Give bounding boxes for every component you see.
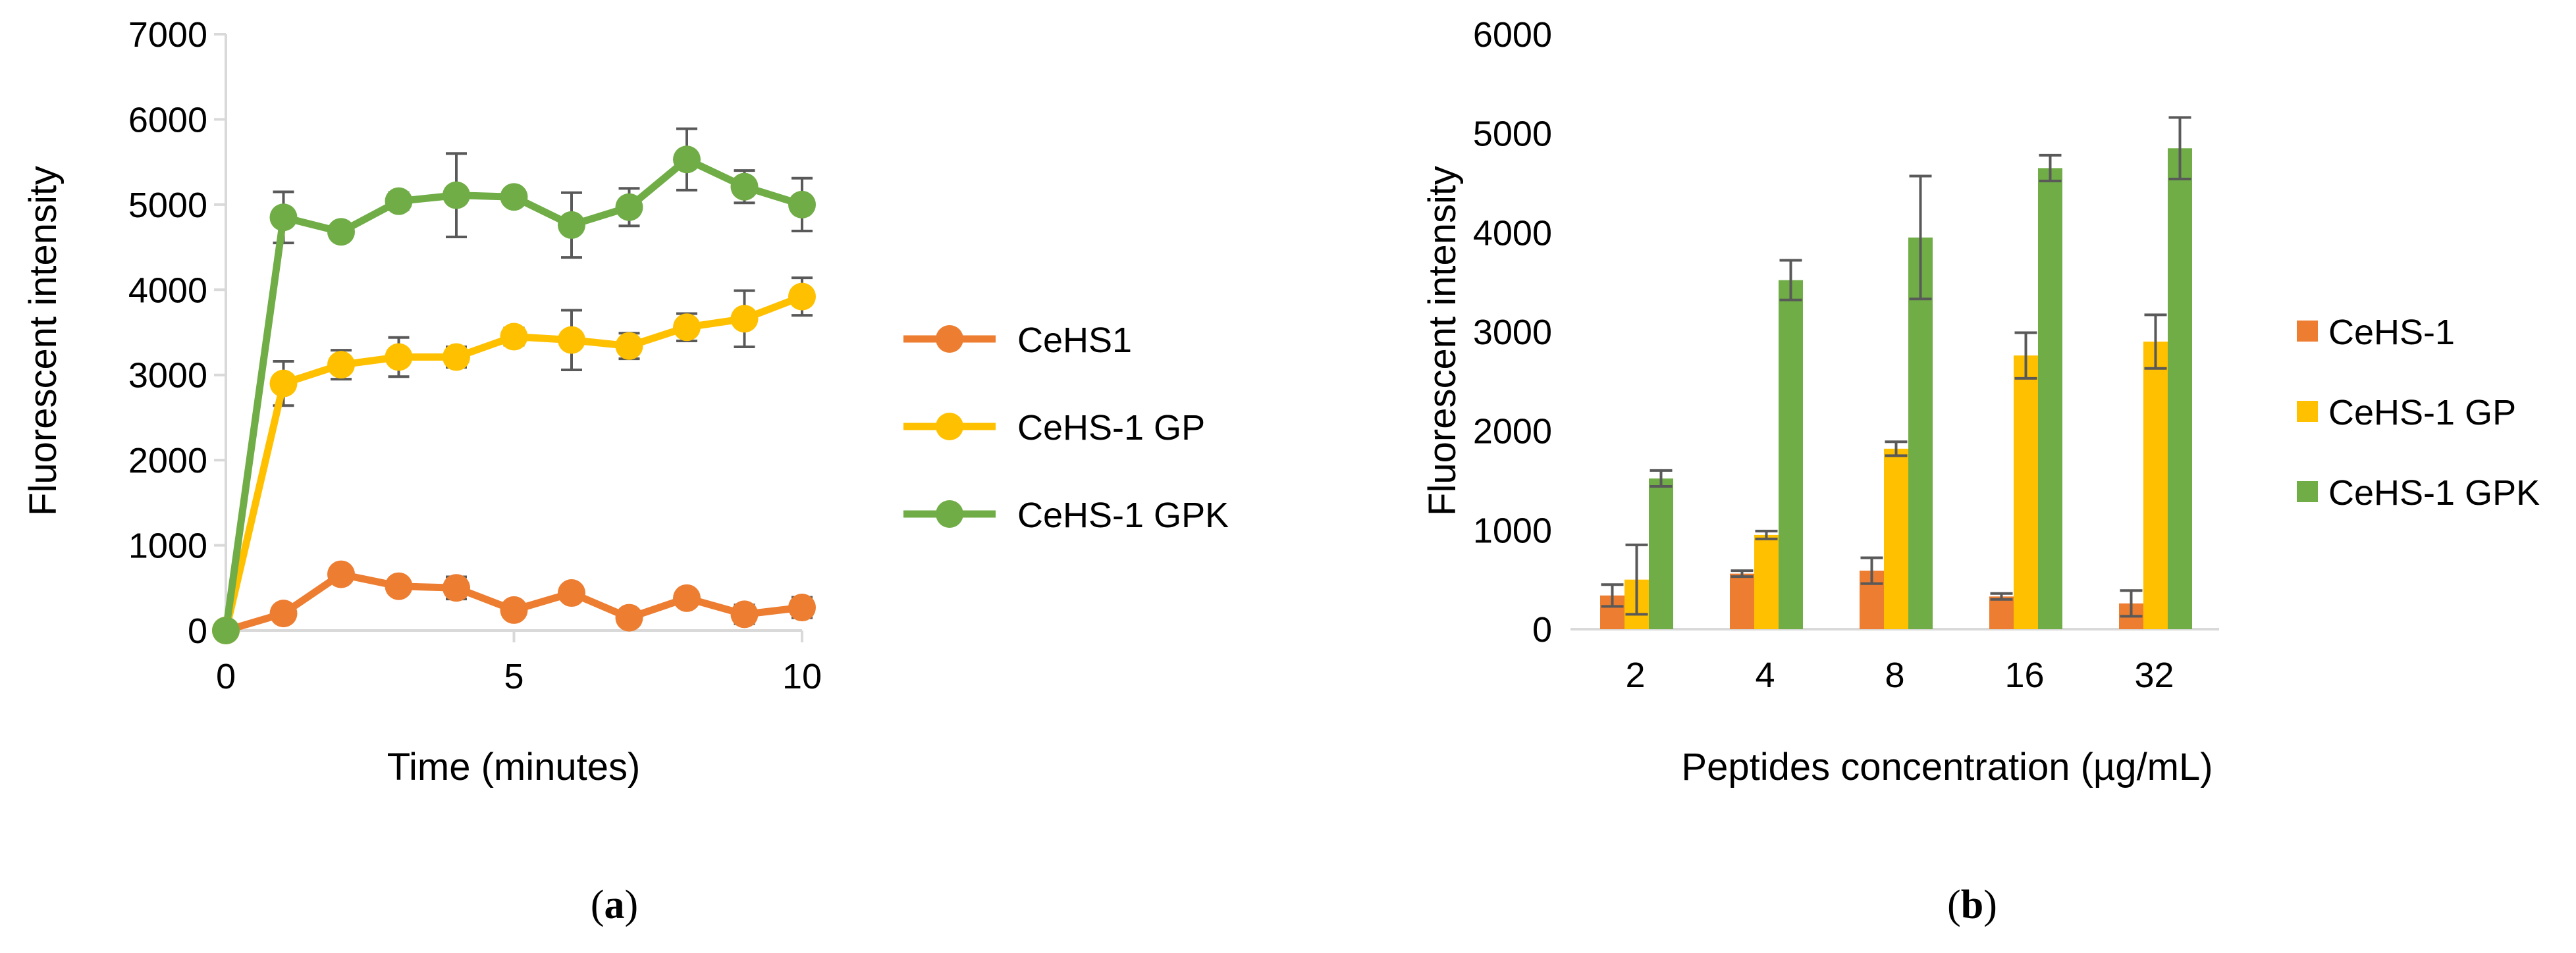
panel-a-y-tick-label: 5000 (128, 186, 207, 225)
data-point (673, 145, 701, 174)
bar (2168, 148, 2192, 629)
panel-b-x-tick-label: 16 (2004, 656, 2044, 695)
data-point (327, 560, 355, 588)
legend-swatch (2297, 481, 2318, 502)
bar (1884, 448, 1908, 629)
legend-label: CeHS-1 GP (2328, 393, 2516, 432)
legend-marker (936, 500, 963, 528)
data-point (673, 313, 701, 342)
data-point (615, 332, 643, 360)
data-point (730, 600, 759, 629)
panel-a-x-tick-label: 5 (504, 657, 523, 696)
panel-a-y-tick-label: 3000 (128, 356, 207, 396)
data-point (327, 351, 355, 379)
panel-a-x-tick-label: 0 (216, 657, 236, 696)
panel-a-x-tick-label: 10 (782, 657, 822, 696)
data-point (269, 369, 298, 398)
data-point (788, 594, 816, 622)
data-point (500, 183, 528, 211)
panel-b-y-tick-label: 0 (1532, 610, 1552, 650)
bar (1779, 280, 1803, 629)
panel-b-caption: (b) (1947, 883, 1997, 927)
data-point (500, 596, 528, 624)
bar (2014, 355, 2038, 629)
panel-a-y-tick-label: 2000 (128, 441, 207, 480)
bar (2143, 342, 2168, 629)
series-line (222, 155, 803, 631)
data-point (558, 211, 585, 239)
legend-label: CeHS-1 GPK (1017, 496, 1229, 535)
panel-b-ylabel: Fluorescent intensity (1421, 166, 1464, 516)
panel-a-y-tick-label: 7000 (128, 15, 207, 55)
panel-a-y-tick-label: 1000 (128, 527, 207, 566)
panel-b-y-tick-label: 4000 (1473, 213, 1552, 253)
panel-a-ylabel: Fluorescent intensity (22, 166, 65, 516)
legend-swatch (2297, 321, 2318, 342)
bar (1649, 478, 1673, 629)
panel-b-bars (1600, 148, 2192, 629)
data-point (443, 343, 470, 371)
panel-a-y-tick-label: 4000 (128, 270, 207, 310)
data-point (327, 218, 355, 246)
panel-b-y-tick-label: 3000 (1473, 313, 1552, 352)
panel-b-x-tick-label: 2 (1625, 656, 1645, 695)
bar (1908, 237, 1933, 629)
data-point (443, 574, 470, 602)
data-point (443, 181, 470, 209)
data-point (269, 600, 298, 628)
data-point (730, 172, 759, 201)
data-point (385, 187, 413, 215)
data-point (269, 203, 298, 232)
panel-b-xlabel: Peptides concentration (µg/mL) (1681, 746, 2213, 788)
bar (2038, 168, 2062, 629)
data-point (385, 343, 413, 371)
legend-marker (936, 325, 963, 353)
panel-b-y-tick-label: 6000 (1473, 15, 1552, 55)
data-point (558, 326, 585, 354)
data-point (615, 193, 643, 221)
panel-b-x-tick-label: 8 (1885, 656, 1904, 695)
panel-b-legend: CeHS-1 CeHS-1 GP CeHS-1 GPK (2297, 313, 2540, 513)
panel-b-y-tick-label: 2000 (1473, 412, 1552, 451)
panel-a-y-tick-label: 6000 (128, 100, 207, 140)
panel-b-error-bars (1601, 116, 2191, 618)
data-point (788, 190, 816, 219)
legend-label: CeHS-1 (2328, 313, 2455, 352)
legend-label: CeHS1 (1017, 321, 1132, 360)
data-point (558, 579, 585, 607)
panel-a-letter: a (604, 883, 625, 927)
data-point (788, 282, 816, 311)
panel-b-y-tick-label: 5000 (1473, 115, 1552, 154)
panel-a-error-bars (273, 127, 813, 625)
panel-a-xlabel: Time (minutes) (387, 746, 641, 788)
panel-b-x-tick-label: 32 (2134, 656, 2174, 695)
bar (1730, 573, 1754, 629)
data-point (615, 604, 643, 632)
panel-b-axes: 0 1000 2000 3000 4000 5000 6000 2 4 8 16 32 (1473, 15, 2219, 695)
legend-swatch (2297, 401, 2318, 422)
panel-a-legend: CeHS1 CeHS-1 GP CeHS-1 GPK (903, 321, 1229, 535)
bar (1989, 596, 2014, 629)
legend-marker (936, 413, 963, 440)
panel-b-letter: b (1961, 883, 1983, 927)
legend-label: CeHS-1 GP (1017, 408, 1205, 448)
bar (1754, 534, 1779, 629)
panel-b-y-tick-label: 1000 (1473, 511, 1552, 550)
data-point (730, 305, 759, 333)
panel-a-points (212, 145, 816, 644)
panel-b-x-tick-label: 4 (1755, 656, 1775, 695)
panel-a-caption: (a) (591, 883, 638, 927)
data-point (673, 584, 701, 612)
panel-a-series-lines (222, 155, 803, 634)
data-point (500, 322, 528, 351)
panel-a-y-tick-label: 0 (188, 611, 207, 651)
panel-a-axes: 0 1000 2000 3000 4000 5000 6000 7000 0 5 10 (128, 15, 822, 696)
legend-label: CeHS-1 GPK (2328, 473, 2540, 513)
data-point (212, 617, 240, 644)
data-point (385, 572, 413, 600)
